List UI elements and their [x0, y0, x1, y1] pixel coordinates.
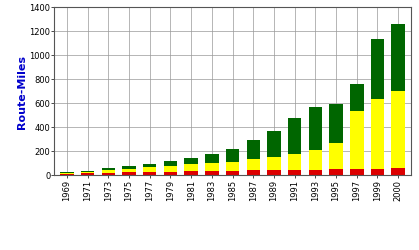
Bar — [205, 155, 219, 164]
Bar — [184, 165, 198, 172]
Bar — [267, 170, 281, 175]
Bar — [164, 166, 177, 172]
Bar — [371, 100, 384, 169]
Bar — [164, 162, 177, 166]
Bar — [60, 173, 74, 174]
Bar — [60, 172, 74, 173]
Bar — [246, 171, 260, 175]
Bar — [309, 108, 322, 151]
Bar — [288, 119, 301, 155]
Bar — [350, 169, 364, 175]
Bar — [101, 169, 115, 170]
Bar — [267, 157, 281, 170]
Bar — [143, 167, 156, 172]
Bar — [329, 105, 343, 143]
Y-axis label: Route-Miles: Route-Miles — [16, 54, 26, 128]
Bar — [122, 172, 136, 175]
Bar — [101, 170, 115, 173]
Bar — [350, 84, 364, 112]
Bar — [371, 169, 384, 175]
Bar — [246, 141, 260, 160]
Bar — [329, 143, 343, 170]
Bar — [101, 173, 115, 175]
Bar — [184, 158, 198, 165]
Bar — [226, 171, 239, 175]
Bar — [391, 168, 405, 175]
Bar — [309, 151, 322, 170]
Bar — [81, 174, 94, 175]
Bar — [122, 166, 136, 169]
Bar — [288, 155, 301, 170]
Bar — [205, 172, 219, 175]
Bar — [246, 160, 260, 171]
Bar — [164, 172, 177, 175]
Bar — [205, 164, 219, 172]
Bar — [391, 92, 405, 168]
Bar — [60, 174, 74, 175]
Bar — [288, 170, 301, 175]
Bar — [184, 172, 198, 175]
Bar — [143, 172, 156, 175]
Bar — [391, 25, 405, 92]
Bar — [122, 169, 136, 172]
Bar — [81, 172, 94, 174]
Bar — [81, 171, 94, 172]
Bar — [143, 164, 156, 167]
Bar — [226, 162, 239, 171]
Bar — [309, 170, 322, 175]
Bar — [267, 132, 281, 157]
Bar — [329, 170, 343, 175]
Bar — [350, 112, 364, 169]
Bar — [371, 40, 384, 100]
Bar — [226, 149, 239, 162]
